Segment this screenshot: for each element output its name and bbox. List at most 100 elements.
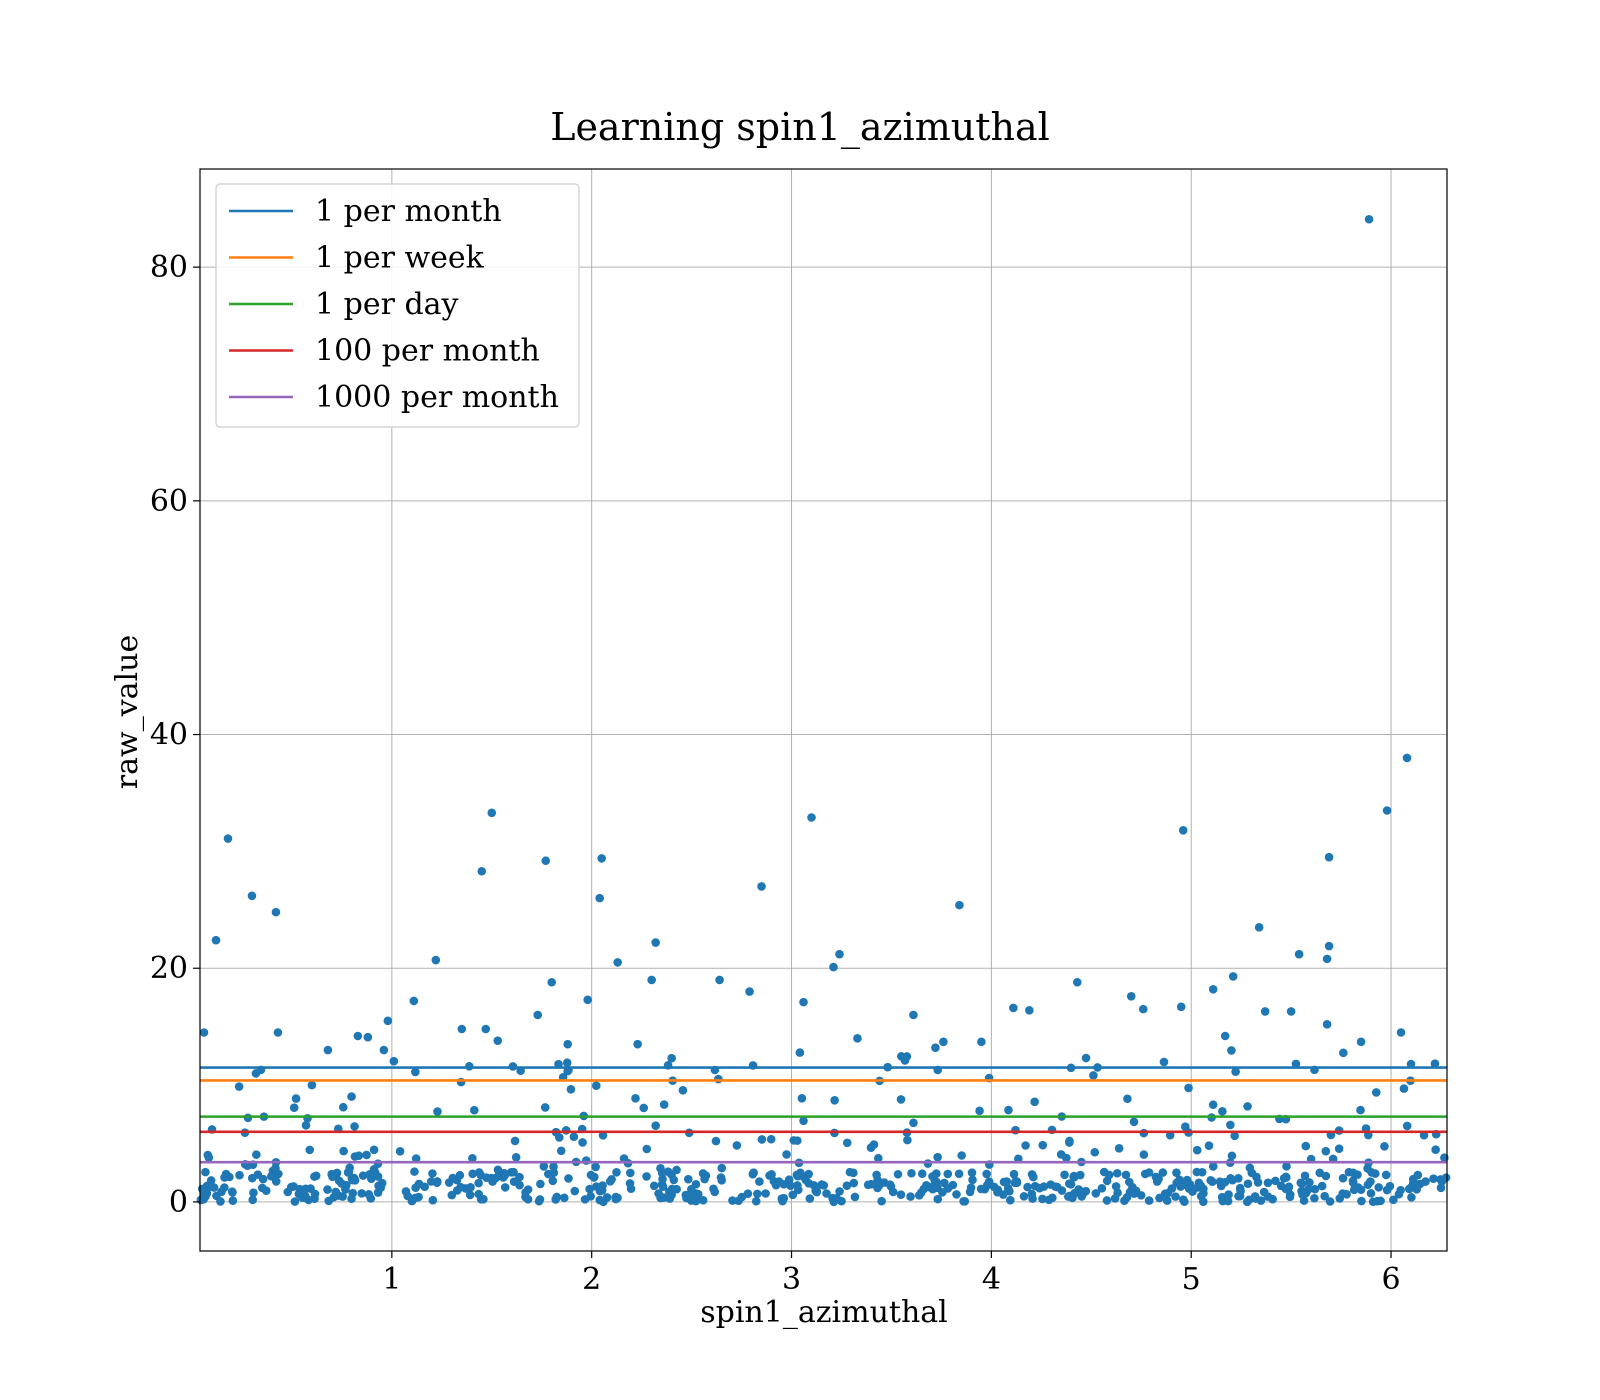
scatter-point [1402,753,1412,763]
scatter-point [379,1045,389,1055]
scatter-point [651,938,660,947]
scatter-point [1406,1059,1416,1069]
scatter-point [566,1085,576,1094]
scatter-point [551,1195,560,1204]
scatter-point [853,1034,862,1043]
scatter-point [348,1175,357,1185]
scatter-point [1376,1196,1385,1206]
y-ticks: 0 20 40 60 80 [150,250,200,1220]
x-tick-label: 4 [982,1262,1001,1297]
scatter-point [647,975,656,985]
scatter-point [710,1187,720,1197]
scatter-point [1324,852,1334,862]
scatter-point [457,1024,467,1034]
scatter-point [612,1168,621,1177]
legend-label: 1 per week [315,241,485,276]
scatter-point [1081,1053,1091,1063]
scatter-point [1206,1176,1215,1185]
scatter-point [509,1167,518,1177]
scatter-point [515,1180,524,1190]
scatter-point [307,1080,317,1090]
scatter-point [1004,1105,1013,1115]
scatter-point [734,1196,743,1206]
scatter-point [657,1168,667,1178]
scatter-point [1342,1190,1351,1199]
scatter-point [1252,1172,1261,1182]
scatter-point [373,1172,383,1181]
scatter-point [1005,1195,1015,1205]
scatter-point [1011,1125,1020,1135]
scatter-point [541,856,551,866]
scatter-point [799,1116,808,1126]
scatter-point [842,1181,852,1190]
scatter-point [1178,826,1188,835]
scatter-point [295,1184,305,1194]
scatter-point [481,1024,491,1034]
scatter-point [658,1182,668,1191]
scatter-point [1218,1107,1227,1116]
scatter-point [1242,1197,1252,1207]
scatter-point [1368,1197,1378,1207]
scatter-point [1077,1192,1086,1201]
scatter-point [433,1107,442,1116]
scatter-point [687,1192,697,1202]
scatter-point [923,1159,933,1168]
scatter-point [1027,1189,1037,1199]
scatter-point [258,1174,268,1184]
scatter-point [536,1179,545,1189]
scatter-point [863,1180,873,1190]
scatter-point [1281,1172,1291,1182]
scatter-point [363,1032,373,1042]
scatter-point [1154,1174,1163,1184]
legend-label: 1000 per month [315,380,559,415]
scatter-point [626,1184,636,1194]
scatter-point [217,1187,226,1197]
scatter-point [782,1150,791,1159]
scatter-point [982,1169,991,1179]
scatter-point [358,1171,368,1180]
scatter-point [548,1176,558,1186]
legend-label: 100 per month [315,334,540,369]
scatter-point [651,1121,660,1130]
scatter-point [888,1187,898,1197]
scatter-point [235,1170,244,1180]
scatter-point [902,1052,912,1061]
scatter-point [470,1105,479,1115]
scatter-point [401,1187,411,1196]
y-tick-label: 60 [150,484,188,519]
scatter-point [225,1172,234,1182]
scatter-point [583,995,592,1005]
scatter-point [767,1170,776,1179]
scatter-point [228,1188,237,1197]
scatter-point [428,1169,437,1178]
scatter-point [201,1167,210,1177]
scatter-point [1038,1140,1048,1150]
scatter-point [1334,1144,1344,1154]
scatter-point [1072,977,1082,987]
scatter-point [1090,1147,1100,1157]
scatter-point [799,997,808,1007]
scatter-point [1044,1195,1054,1205]
scatter-point [247,891,257,901]
scatter-point [1399,1084,1409,1093]
scatter-point [591,1162,600,1172]
scatter-point [410,1167,419,1176]
scatter-point [850,1192,860,1202]
scatter-point [649,1181,659,1191]
scatter-point [223,834,233,843]
scatter-point [933,1194,943,1204]
scatter-point [511,1152,521,1162]
scatter-point [1296,1178,1306,1188]
scatter-point [1144,1168,1154,1177]
scatter-point [1129,1117,1139,1127]
scatter-point [1431,1145,1440,1155]
scatter-point [523,1185,533,1194]
scatter-point [611,1194,621,1204]
scatter-point [1325,1197,1335,1206]
scatter-point [367,1174,376,1184]
scatter-point [1382,806,1392,815]
scatter-point [563,1039,573,1049]
scatter-point [1171,1192,1180,1201]
scatter-point [369,1145,379,1155]
scatter-point [1245,1163,1255,1173]
